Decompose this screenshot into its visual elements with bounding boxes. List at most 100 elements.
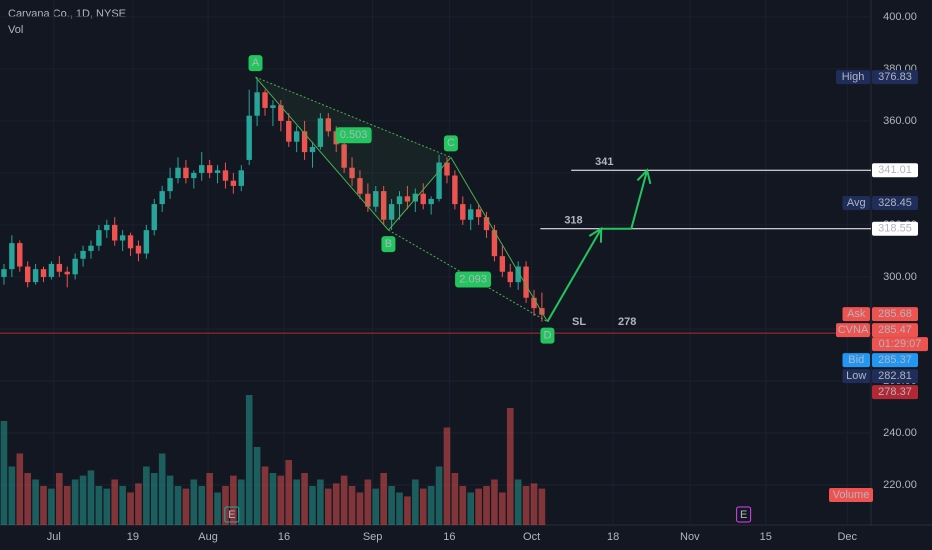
candle-body bbox=[72, 258, 78, 275]
candle-body bbox=[396, 196, 403, 205]
volume-bar bbox=[71, 479, 79, 525]
volume-bar bbox=[111, 479, 119, 525]
candle-body bbox=[254, 92, 260, 116]
volume-bar bbox=[435, 466, 443, 525]
target-label: 318 bbox=[564, 215, 582, 227]
volume-bar bbox=[24, 473, 31, 525]
candle-body bbox=[143, 230, 150, 254]
price-tag-value: 341.01 bbox=[878, 164, 912, 176]
volume-bar bbox=[404, 496, 411, 525]
countdown: 01:29:07 bbox=[879, 338, 922, 350]
candle-body bbox=[96, 230, 102, 246]
pattern-point-badge bbox=[443, 135, 458, 152]
volume-bar bbox=[253, 447, 261, 525]
candle-body bbox=[412, 193, 419, 202]
price-tag-value: 282.81 bbox=[878, 370, 912, 382]
candle-body bbox=[183, 167, 189, 179]
candle-body bbox=[238, 170, 244, 186]
pattern-point-badge bbox=[381, 236, 396, 253]
candle-body bbox=[444, 162, 450, 176]
price-tag-name-label: CVNA bbox=[838, 324, 869, 336]
volume-bar bbox=[514, 479, 522, 525]
candle-body bbox=[64, 271, 70, 275]
volume-bar bbox=[317, 479, 324, 525]
candle-body bbox=[112, 224, 118, 241]
countdown-box bbox=[872, 337, 928, 352]
price-tag-name bbox=[842, 307, 870, 322]
price-tag-name bbox=[842, 195, 870, 210]
ratio-badge bbox=[455, 271, 492, 288]
volume-bar bbox=[277, 475, 285, 525]
candle-body bbox=[32, 269, 39, 283]
x-tick-label: Jul bbox=[47, 531, 61, 543]
candle-body bbox=[365, 193, 371, 207]
x-tick-label: Dec bbox=[837, 531, 857, 543]
volume-bar bbox=[190, 479, 198, 525]
y-tick-label: 220.00 bbox=[883, 479, 917, 491]
volume-tag-label: Volume bbox=[833, 489, 870, 501]
y-tick-label: 360.00 bbox=[883, 115, 917, 127]
volume-bar bbox=[332, 483, 340, 525]
ratio-label: 2.093 bbox=[459, 273, 487, 285]
price-tag-value: 285.68 bbox=[878, 308, 912, 320]
volume-bar bbox=[475, 488, 482, 525]
candle-body bbox=[222, 170, 229, 181]
price-tag-name-label: Avg bbox=[847, 197, 866, 209]
volume-bar bbox=[40, 486, 47, 525]
volume-bar bbox=[214, 492, 221, 525]
candle-body bbox=[515, 266, 521, 283]
pattern-point-label: C bbox=[447, 137, 455, 149]
volume-bar bbox=[443, 427, 451, 525]
candle-body bbox=[357, 178, 363, 194]
price-tag-name-label: Ask bbox=[847, 308, 866, 320]
price-tag bbox=[872, 385, 918, 400]
volume-bar bbox=[174, 486, 182, 525]
price-tag bbox=[872, 323, 918, 338]
candle-body bbox=[286, 120, 292, 142]
volume-bar bbox=[467, 492, 475, 525]
volume-bar bbox=[166, 475, 174, 525]
candle-body bbox=[17, 243, 23, 267]
volume-bar bbox=[8, 466, 16, 525]
volume-bar bbox=[269, 473, 277, 525]
x-tick-label: Sep bbox=[363, 531, 383, 543]
ratio-label: 0.503 bbox=[340, 129, 368, 141]
price-tag-name-label: Low bbox=[846, 370, 866, 382]
volume-bar bbox=[396, 492, 403, 525]
candle-body bbox=[404, 196, 411, 202]
event-label: E bbox=[228, 509, 235, 521]
candle-body bbox=[230, 180, 237, 186]
volume-bar bbox=[309, 486, 316, 525]
pattern-point-label: B bbox=[385, 238, 392, 250]
candle-body bbox=[531, 297, 537, 309]
volume-bar bbox=[301, 473, 308, 525]
volume-bar bbox=[372, 488, 380, 525]
volume-bar bbox=[103, 488, 111, 525]
candle-body bbox=[270, 105, 276, 108]
price-tag-name-label: Bid bbox=[848, 354, 864, 366]
candle-body bbox=[325, 118, 332, 132]
volume-bar bbox=[158, 453, 166, 525]
candle-body bbox=[40, 269, 47, 277]
volume-bar bbox=[79, 475, 87, 525]
candle-body bbox=[278, 105, 284, 121]
candle-body bbox=[388, 204, 395, 220]
volume-bar bbox=[95, 486, 103, 525]
volume-label: Vol bbox=[8, 24, 23, 36]
volume-bar bbox=[325, 488, 332, 525]
candle-body bbox=[491, 230, 498, 257]
arrow-head bbox=[588, 226, 603, 243]
price-tag-name-label: High bbox=[842, 71, 865, 83]
pattern-point-badge bbox=[248, 55, 263, 72]
volume-bar bbox=[388, 486, 395, 525]
price-tag-name bbox=[836, 70, 870, 85]
volume-bar bbox=[293, 479, 300, 525]
candle-body bbox=[199, 165, 205, 173]
candle-body bbox=[88, 245, 94, 251]
candle-body bbox=[191, 172, 197, 179]
price-tag bbox=[872, 221, 918, 236]
candle-body bbox=[468, 209, 474, 220]
candle-body bbox=[436, 162, 442, 199]
volume-bar bbox=[483, 486, 490, 525]
candle-body bbox=[127, 235, 134, 249]
